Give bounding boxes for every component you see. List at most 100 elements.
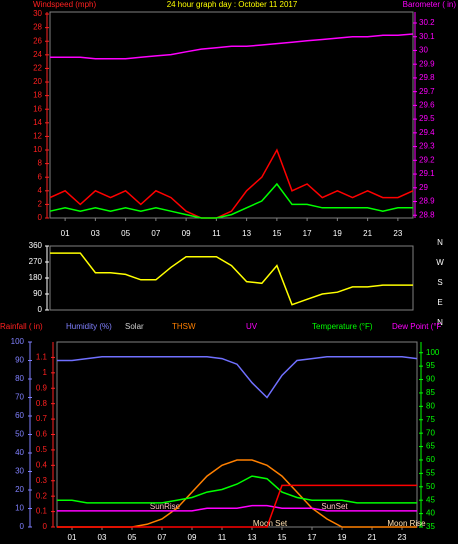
y-tick-label: 6 [38, 172, 43, 181]
y-tick-label: 0 [38, 305, 43, 314]
annotation: Moon Set [253, 519, 288, 528]
header-label: Solar [125, 322, 144, 331]
y-tick-label: 22 [33, 64, 42, 73]
y-tick-label: 100 [11, 337, 25, 346]
y-tick-label: 4 [38, 186, 43, 195]
x-tick-label: 19 [338, 533, 347, 542]
annotation: Moon Rise [387, 519, 426, 528]
header-label: Dew Point (°F [392, 322, 442, 331]
y-tick-label: 180 [29, 273, 43, 282]
y-tick-label: 40 [15, 448, 24, 457]
x-tick-label: 23 [398, 533, 407, 542]
x-tick-label: 09 [182, 229, 191, 238]
y3-tick-label: 0.6 [36, 430, 48, 439]
x-tick-label: 11 [212, 229, 221, 238]
y2-tick-label: 75 [426, 415, 435, 424]
annotation: SunRise [150, 502, 181, 511]
y2-tick-label: 45 [426, 495, 435, 504]
x-tick-label: 17 [303, 229, 312, 238]
y-tick-label: 0 [20, 522, 25, 531]
y2-tick-label: 28.9 [419, 197, 435, 206]
header-label: Humidity (%) [66, 322, 112, 331]
x-tick-label: 01 [68, 533, 77, 542]
compass-label: N [437, 318, 443, 327]
y2-tick-label: 95 [426, 361, 435, 370]
y2-tick-label: 55 [426, 468, 435, 477]
y2-tick-label: 28.8 [419, 210, 435, 219]
y-tick-label: 80 [15, 374, 24, 383]
series-line [57, 475, 417, 504]
y2-tick-label: 50 [426, 482, 435, 491]
y-tick-label: 2 [38, 200, 43, 209]
x-tick-label: 07 [158, 533, 167, 542]
annotation: SunSet [321, 502, 348, 511]
x-tick-label: 03 [91, 229, 100, 238]
header-label: UV [246, 322, 258, 331]
y2-tick-label: 29.3 [419, 142, 435, 151]
x-tick-label: 01 [61, 229, 70, 238]
y-tick-label: 12 [33, 132, 42, 141]
y-tick-label: 18 [33, 91, 42, 100]
y2-tick-label: 29.5 [419, 114, 435, 123]
x-tick-label: 19 [333, 229, 342, 238]
y2-tick-label: 30.2 [419, 18, 435, 27]
header-label: Rainfall ( in) [0, 322, 43, 331]
y2-tick-label: 29.7 [419, 87, 435, 96]
y2-tick-label: 65 [426, 442, 435, 451]
y-tick-label: 14 [33, 118, 42, 127]
y-tick-label: 20 [33, 77, 42, 86]
y-tick-label: 8 [38, 159, 43, 168]
y2-tick-label: 70 [426, 428, 435, 437]
header-label: Temperature (°F) [312, 322, 373, 331]
y3-tick-label: 1.1 [36, 353, 48, 362]
y-tick-label: 26 [33, 36, 42, 45]
y-tick-label: 360 [29, 241, 43, 250]
series-line [49, 148, 414, 219]
y2-axis-label: Barometer ( in) [403, 0, 457, 9]
x-tick-label: 11 [218, 533, 227, 542]
compass-label: E [437, 298, 442, 307]
y2-tick-label: 100 [426, 348, 440, 357]
x-tick-label: 15 [272, 229, 281, 238]
y2-tick-label: 30 [419, 46, 428, 55]
y2-tick-label: 29 [419, 183, 428, 192]
y-axis-label: Windspeed (mph) [33, 0, 96, 9]
y-tick-label: 20 [15, 485, 24, 494]
y-tick-label: 30 [33, 9, 42, 18]
x-tick-label: 07 [151, 229, 160, 238]
y2-tick-label: 29.4 [419, 128, 435, 137]
y3-tick-label: 0.5 [36, 445, 48, 454]
x-tick-label: 21 [368, 533, 377, 542]
y2-tick-label: 29.1 [419, 169, 435, 178]
plot-frame [49, 245, 414, 311]
y-tick-label: 28 [33, 23, 42, 32]
y-tick-label: 0 [38, 213, 43, 222]
plot-frame [49, 11, 414, 219]
y-tick-label: 10 [33, 145, 42, 154]
y-tick-label: 270 [29, 257, 43, 266]
x-tick-label: 09 [188, 533, 197, 542]
series-line [57, 484, 417, 528]
y2-tick-label: 29.2 [419, 155, 435, 164]
y-tick-label: 60 [15, 411, 24, 420]
x-tick-label: 03 [98, 533, 107, 542]
y2-tick-label: 90 [426, 375, 435, 384]
y3-tick-label: 0.3 [36, 476, 48, 485]
y2-tick-label: 29.8 [419, 73, 435, 82]
y-tick-label: 90 [33, 289, 42, 298]
y2-tick-label: 30.1 [419, 32, 435, 41]
y2-tick-label: 40 [426, 509, 435, 518]
series-line [49, 182, 413, 219]
y3-tick-label: 0.4 [36, 460, 48, 469]
x-tick-label: 21 [363, 229, 372, 238]
series-line [50, 33, 414, 60]
x-tick-label: 15 [278, 533, 287, 542]
chart-title: 24 hour graph day : October 11 2017 [167, 0, 298, 9]
y-tick-label: 30 [15, 467, 24, 476]
y2-tick-label: 29.6 [419, 100, 435, 109]
x-tick-label: 05 [128, 533, 137, 542]
y3-tick-label: 0 [43, 522, 48, 531]
y2-tick-label: 60 [426, 455, 435, 464]
